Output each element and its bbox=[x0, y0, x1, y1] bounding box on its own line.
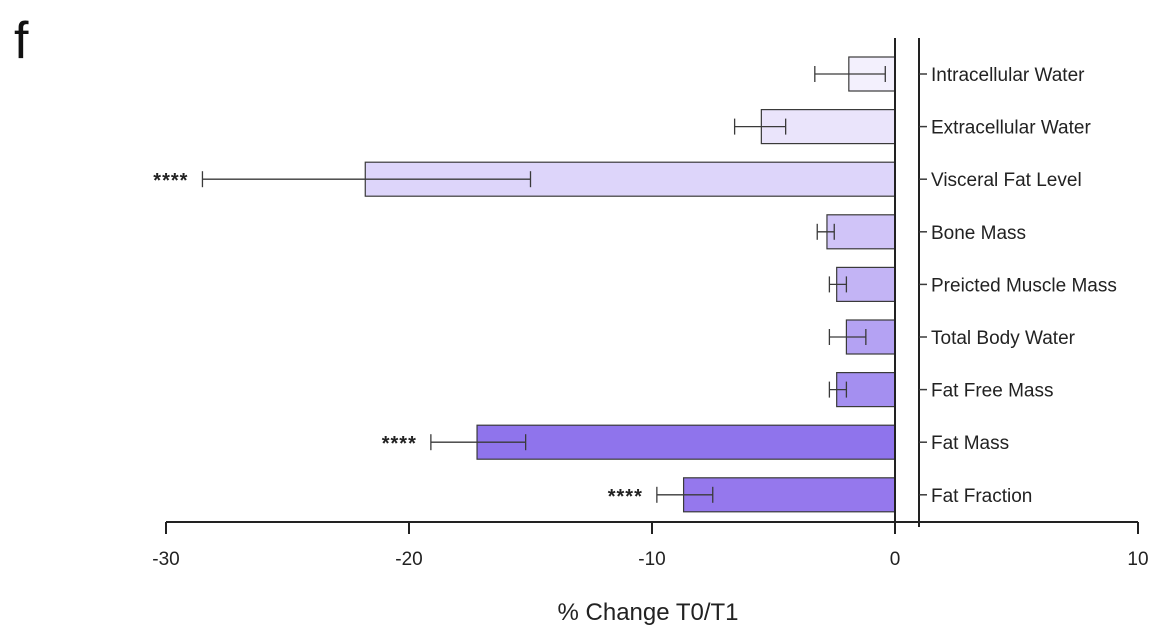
x-tick-label-0: -30 bbox=[152, 549, 179, 570]
x-tick-label-4: 10 bbox=[1127, 549, 1148, 570]
bar-7 bbox=[477, 425, 895, 459]
x-axis-title: % Change T0/T1 bbox=[558, 599, 739, 626]
category-label-1: Extracellular Water bbox=[931, 118, 1091, 139]
x-ticks: -30 -20 -10 0 10 bbox=[152, 522, 1148, 570]
significance-label-7: **** bbox=[382, 433, 417, 455]
category-label-2: Visceral Fat Level bbox=[931, 170, 1082, 191]
category-label-8: Fat Fraction bbox=[931, 486, 1032, 507]
category-label-4: Preicted Muscle Mass bbox=[931, 275, 1117, 296]
category-label-6: Fat Free Mass bbox=[931, 381, 1053, 402]
bar-8 bbox=[684, 478, 895, 512]
x-tick-label-2: -10 bbox=[638, 549, 665, 570]
category-labels: Intracellular Water Extracellular Water Vi… bbox=[919, 65, 1117, 507]
bars-layer bbox=[365, 57, 895, 512]
category-label-3: Bone Mass bbox=[931, 223, 1026, 244]
bar-3 bbox=[827, 215, 895, 249]
category-label-7: Fat Mass bbox=[931, 433, 1009, 454]
significance-label-2: **** bbox=[153, 170, 188, 192]
x-tick-label-1: -20 bbox=[395, 549, 422, 570]
x-tick-label-3: 0 bbox=[890, 549, 901, 570]
category-label-5: Total Body Water bbox=[931, 328, 1076, 349]
significance-label-8: **** bbox=[608, 486, 643, 508]
category-label-0: Intracellular Water bbox=[931, 65, 1085, 86]
panel-letter: f bbox=[14, 12, 29, 70]
